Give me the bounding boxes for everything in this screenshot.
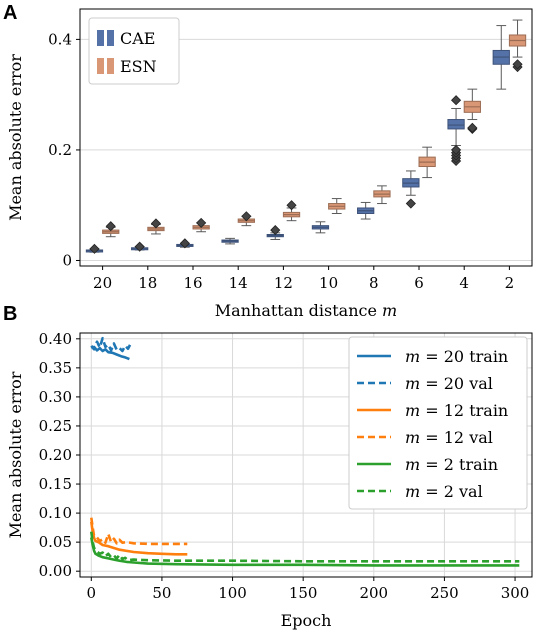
- panel-a-x-tick-label: 8: [369, 274, 379, 292]
- panel-b-y-tick-label: 0.00: [39, 562, 72, 580]
- panel-a-outlier: [179, 238, 190, 249]
- panel-a-y-tick-label: 0.4: [48, 30, 72, 48]
- panel-a-legend-swatch: [97, 30, 104, 46]
- panel-b-x-tick-label: 0: [87, 584, 97, 602]
- panel-b-x-tick-label: 300: [501, 584, 530, 602]
- panel-b-legend-label: 𝑚 = 12 train: [405, 401, 508, 420]
- panel-a-outlier: [512, 59, 523, 70]
- panel-b-y-tick-label: 0.05: [39, 533, 72, 551]
- panel-a-outlier: [450, 95, 462, 106]
- panel-a-y-ticks: 0 0.2 0.4: [48, 30, 80, 269]
- panel-a-x-tick-label: 18: [138, 274, 157, 292]
- panel-b-y-tick-label: 0.15: [39, 475, 72, 493]
- panel-a-x-tick-label: 6: [414, 274, 424, 292]
- panel-b-lines: [90, 336, 520, 567]
- panel-b-series-line: [90, 521, 188, 556]
- panel-a-legend-label: CAE: [120, 29, 155, 48]
- panel-a-x-axis-label: Manhattan distance m: [215, 301, 397, 320]
- panel-b-legend-label: 𝑚 = 2 val: [405, 482, 483, 501]
- panel-a-y-axis-label: Mean absolute error: [6, 54, 25, 221]
- panel-a-outlier: [270, 225, 281, 236]
- panel-b-y-tick-label: 0.35: [39, 359, 72, 377]
- panel-a-outlier: [89, 243, 100, 254]
- panel-b-legend-label: 𝑚 = 20 val: [405, 374, 493, 393]
- panel-b-y-tick-label: 0.40: [39, 330, 72, 348]
- panel-b-y-tick-label: 0.25: [39, 417, 72, 435]
- panel-b-legend-box: [348, 336, 528, 510]
- panel-b: B 0.00 0.05 0.10 0.15 0.20 0.25 0.30 0.35 0.40 0…: [3, 303, 533, 630]
- panel-a-y-tick-label: 0.2: [48, 141, 72, 159]
- panel-a-letter: A: [3, 2, 17, 24]
- panel-b-y-tick-label: 0.10: [39, 504, 72, 522]
- panel-a-frame: [79, 8, 533, 267]
- panel-a-x-axis-label-text: Manhattan distance: [215, 301, 382, 320]
- panel-b-series-line: [90, 531, 520, 563]
- panel-a-x-axis-label-symbol: m: [382, 301, 397, 320]
- panel-a-legend-label: ESN: [120, 57, 157, 76]
- panel-b-series-line: [90, 537, 520, 567]
- panel-a-boxes: [85, 19, 527, 254]
- panel-a-x-tick-label: 16: [183, 274, 202, 292]
- panel-b-series-line: [90, 517, 188, 546]
- panel-b-legend-label: 𝑚 = 2 train: [405, 455, 498, 474]
- panel-a-outlier: [105, 221, 116, 232]
- panel-b-legend-label: 𝑚 = 20 train: [405, 347, 508, 366]
- panel-a-x-tick-label: 2: [505, 274, 515, 292]
- panel-b-y-tick-label: 0.30: [39, 388, 72, 406]
- panel-a-x-tick-label: 20: [93, 274, 112, 292]
- panel-a-box: [447, 119, 465, 130]
- panel-b-x-tick-label: 250: [430, 584, 459, 602]
- panel-a-outlier: [405, 198, 416, 209]
- panel-a-outlier: [467, 122, 478, 133]
- panel-b-series-line: [90, 345, 130, 361]
- panel-a-outlier: [150, 218, 162, 229]
- panel-b-series-line: [90, 336, 132, 353]
- panel-a-x-tick-label: 14: [229, 274, 248, 292]
- panel-a-x-tick-label: 4: [459, 274, 469, 292]
- panel-b-x-tick-label: 150: [289, 584, 318, 602]
- panel-b-y-tick-label: 0.20: [39, 446, 72, 464]
- panel-b-legend: 𝑚 = 20 train 𝑚 = 20 val 𝑚 = 12 train 𝑚 = 12…: [348, 336, 528, 510]
- panel-a-outlier: [450, 144, 462, 156]
- panel-a-outlier: [134, 241, 145, 252]
- panel-b-x-ticks: 0 50 100 150 200 250 300: [87, 577, 530, 602]
- panel-b-x-tick-label: 50: [152, 584, 171, 602]
- panel-a-x-tick-label: 12: [274, 274, 293, 292]
- panel-a: A 0 0.2 0.4 20 18 16 14 12 10 8 6 4 2 Mean absolute…: [3, 2, 533, 320]
- panel-b-x-tick-label: 100: [218, 584, 247, 602]
- panel-a-outlier: [196, 217, 207, 228]
- panel-a-x-ticks: 20 18 16 14 12 10 8 6 4 2: [93, 266, 514, 292]
- panel-b-x-tick-label: 200: [359, 584, 388, 602]
- panel-a-legend-swatch: [107, 58, 114, 74]
- panel-a-outlier: [241, 211, 252, 222]
- panel-b-letter: B: [3, 303, 17, 325]
- panel-b-y-axis-label: Mean absolute error: [6, 371, 25, 538]
- panel-a-legend: CAE ESN: [88, 17, 180, 85]
- panel-a-outlier: [286, 200, 297, 211]
- panel-a-legend-swatch: [107, 30, 114, 46]
- panel-a-y-tick-label: 0: [62, 251, 72, 269]
- panel-a-legend-swatch: [97, 58, 104, 74]
- panel-a-x-tick-label: 10: [319, 274, 338, 292]
- panel-b-x-axis-label: Epoch: [281, 611, 332, 630]
- panel-b-legend-label: 𝑚 = 12 val: [405, 428, 493, 447]
- panel-b-y-ticks: 0.00 0.05 0.10 0.15 0.20 0.25 0.30 0.35 0.40: [39, 330, 80, 580]
